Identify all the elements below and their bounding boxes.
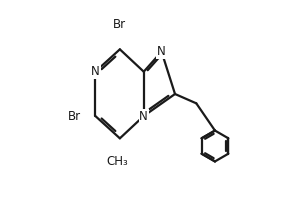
Text: N: N	[139, 109, 148, 123]
Text: Br: Br	[113, 18, 126, 31]
Text: N: N	[157, 45, 166, 58]
Text: CH₃: CH₃	[106, 155, 128, 168]
Text: Br: Br	[68, 109, 81, 123]
Text: N: N	[91, 65, 100, 78]
